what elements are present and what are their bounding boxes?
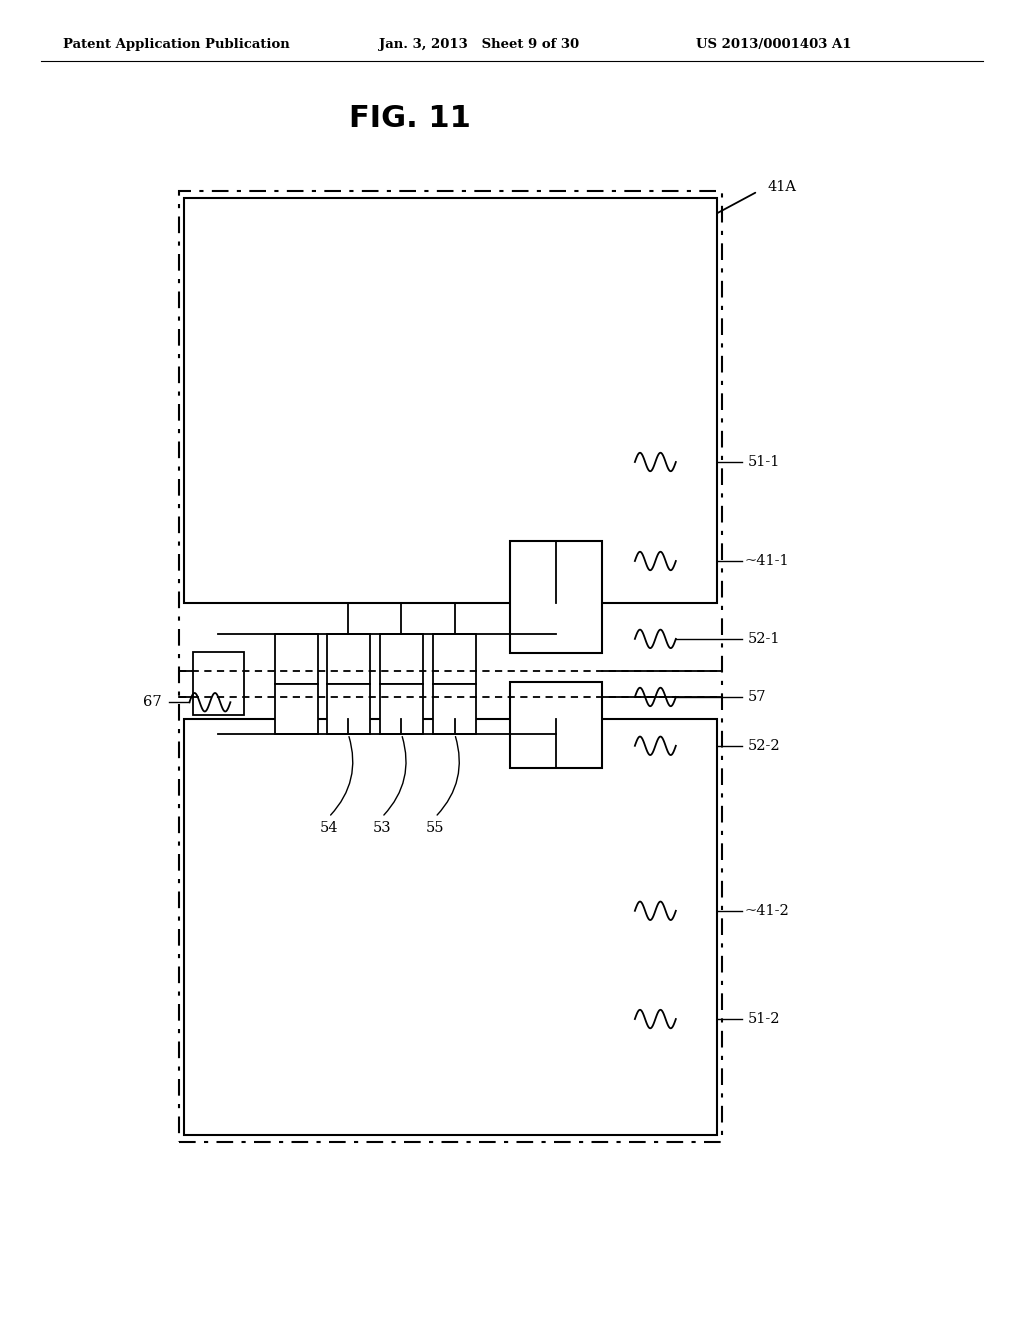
Bar — [380, 684, 423, 734]
Bar — [275, 634, 318, 684]
Text: 51-1: 51-1 — [748, 455, 780, 469]
Text: Jan. 3, 2013   Sheet 9 of 30: Jan. 3, 2013 Sheet 9 of 30 — [379, 38, 579, 51]
Text: 41A: 41A — [768, 181, 797, 194]
Bar — [510, 682, 602, 768]
Bar — [236, 224, 573, 574]
Text: 53: 53 — [373, 821, 391, 836]
Text: 52-2: 52-2 — [748, 739, 780, 752]
Text: US 2013/0001403 A1: US 2013/0001403 A1 — [696, 38, 852, 51]
Text: 67: 67 — [143, 696, 162, 709]
Bar — [193, 652, 244, 715]
Bar — [327, 684, 370, 734]
Text: ~41-1: ~41-1 — [744, 554, 790, 568]
Text: 52-1: 52-1 — [748, 632, 780, 645]
Bar — [433, 634, 476, 684]
Bar — [327, 634, 370, 684]
Bar — [184, 719, 717, 1135]
Text: Patent Application Publication: Patent Application Publication — [63, 38, 290, 51]
Text: 57: 57 — [748, 690, 766, 704]
Bar — [433, 684, 476, 734]
Bar — [510, 541, 602, 653]
Bar — [179, 191, 722, 1142]
Text: 51-2: 51-2 — [748, 1012, 780, 1026]
Bar — [184, 198, 717, 603]
Text: FIG. 11: FIG. 11 — [348, 104, 471, 133]
Text: 54: 54 — [319, 821, 338, 836]
Bar — [236, 766, 573, 1109]
Text: 55: 55 — [426, 821, 444, 836]
Text: ~41-2: ~41-2 — [744, 904, 790, 917]
Bar — [275, 684, 318, 734]
Bar — [380, 634, 423, 684]
